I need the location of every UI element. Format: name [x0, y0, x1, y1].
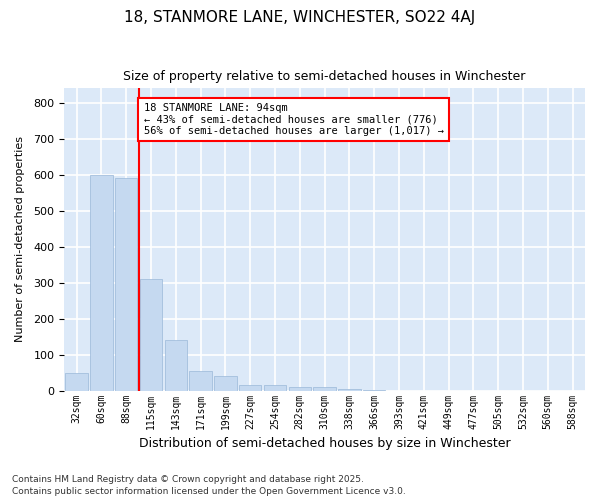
Bar — [239, 384, 262, 390]
X-axis label: Distribution of semi-detached houses by size in Winchester: Distribution of semi-detached houses by … — [139, 437, 511, 450]
Bar — [289, 387, 311, 390]
Text: Contains HM Land Registry data © Crown copyright and database right 2025.: Contains HM Land Registry data © Crown c… — [12, 475, 364, 484]
Text: Contains public sector information licensed under the Open Government Licence v3: Contains public sector information licen… — [12, 488, 406, 496]
Bar — [338, 389, 361, 390]
Bar — [65, 372, 88, 390]
Text: 18, STANMORE LANE, WINCHESTER, SO22 4AJ: 18, STANMORE LANE, WINCHESTER, SO22 4AJ — [124, 10, 476, 25]
Text: 18 STANMORE LANE: 94sqm
← 43% of semi-detached houses are smaller (776)
56% of s: 18 STANMORE LANE: 94sqm ← 43% of semi-de… — [143, 102, 443, 136]
Bar — [214, 376, 236, 390]
Bar — [90, 174, 113, 390]
Bar — [313, 387, 336, 390]
Bar — [190, 371, 212, 390]
Y-axis label: Number of semi-detached properties: Number of semi-detached properties — [15, 136, 25, 342]
Bar — [164, 340, 187, 390]
Bar — [140, 279, 162, 390]
Bar — [115, 178, 137, 390]
Title: Size of property relative to semi-detached houses in Winchester: Size of property relative to semi-detach… — [124, 70, 526, 83]
Bar — [264, 384, 286, 390]
